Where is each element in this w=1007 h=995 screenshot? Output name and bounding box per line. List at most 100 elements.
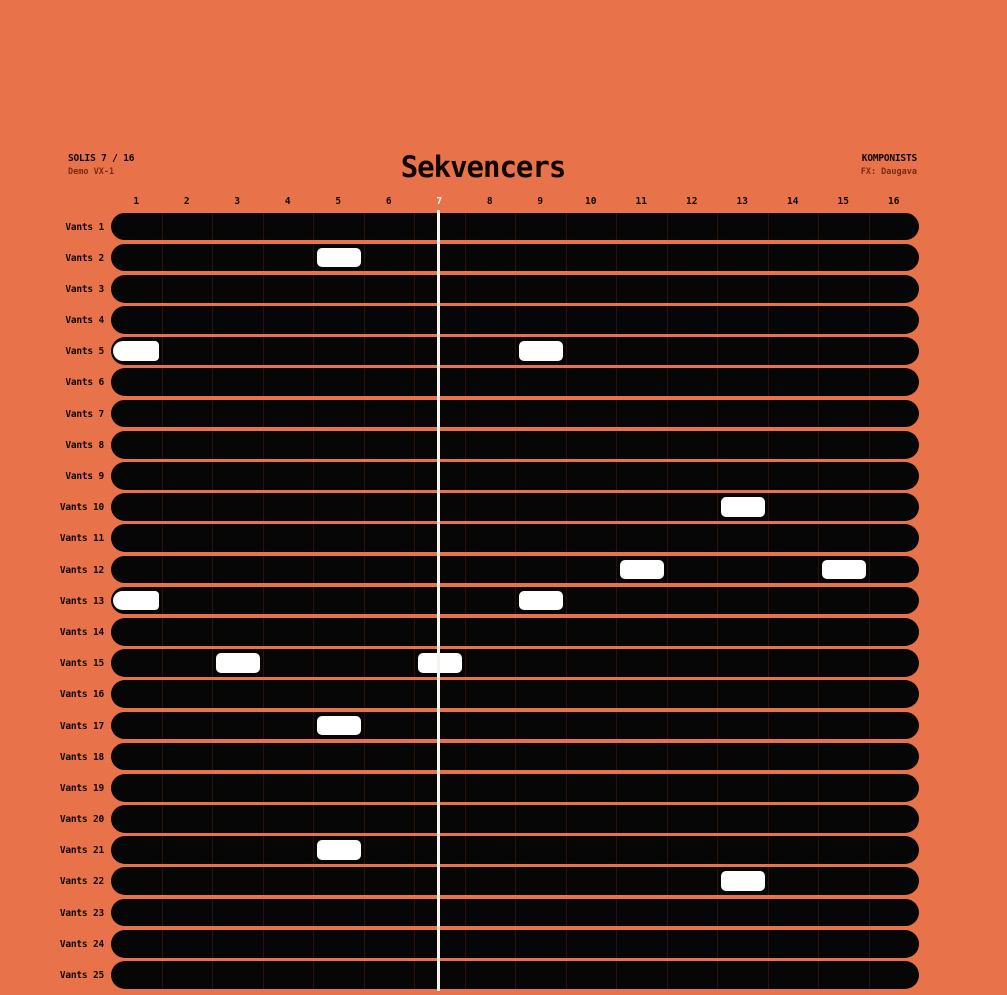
step-cell[interactable]	[414, 836, 465, 864]
step-cell[interactable]	[262, 462, 314, 490]
step-cell[interactable]	[212, 742, 263, 771]
step-cell[interactable]	[767, 306, 819, 334]
step-cell[interactable]	[565, 524, 617, 553]
step-cell[interactable]	[111, 431, 162, 459]
step-cell[interactable]	[818, 555, 869, 584]
step-cell[interactable]	[212, 243, 263, 272]
step-cell[interactable]	[818, 212, 869, 241]
step-cell[interactable]	[515, 898, 566, 927]
step-cell[interactable]	[313, 680, 364, 708]
step-cell[interactable]	[818, 867, 869, 896]
step-cell[interactable]	[161, 212, 213, 241]
step-cell[interactable]	[515, 586, 566, 615]
step-cell[interactable]	[818, 773, 869, 802]
step-cell[interactable]	[161, 867, 213, 896]
step-cell[interactable]	[818, 649, 869, 677]
step-cell[interactable]	[515, 773, 566, 802]
step-cell[interactable]	[565, 212, 617, 241]
step-cell[interactable]	[515, 649, 566, 677]
step-cell[interactable]	[414, 929, 465, 958]
step-cell[interactable]	[616, 742, 667, 771]
step-cell[interactable]	[666, 617, 718, 646]
step-cell[interactable]	[212, 836, 263, 864]
step-cell[interactable]	[515, 337, 566, 365]
step-cell[interactable]	[868, 867, 920, 896]
step-cell[interactable]	[515, 742, 566, 771]
step-cell[interactable]	[818, 337, 869, 365]
step-cell[interactable]	[666, 462, 718, 490]
step-cell[interactable]	[666, 929, 718, 958]
step-cell[interactable]	[767, 649, 819, 677]
step-cell[interactable]	[414, 243, 465, 272]
step-cell[interactable]	[565, 929, 617, 958]
step-cell[interactable]	[212, 961, 263, 989]
step-cell[interactable]	[818, 742, 869, 771]
step-cell[interactable]	[515, 462, 566, 490]
step-cell[interactable]	[212, 773, 263, 802]
step-cell[interactable]	[414, 462, 465, 490]
step-cell[interactable]	[363, 524, 415, 553]
step-cell[interactable]	[212, 649, 263, 677]
active-step-note[interactable]	[518, 341, 563, 361]
step-cell[interactable]	[666, 711, 718, 740]
step-cell[interactable]	[565, 555, 617, 584]
step-cell[interactable]	[363, 586, 415, 615]
step-cell[interactable]	[717, 711, 768, 740]
step-cell[interactable]	[414, 337, 465, 365]
step-cell[interactable]	[565, 805, 617, 833]
step-cell[interactable]	[212, 274, 263, 303]
step-cell[interactable]	[868, 742, 920, 771]
step-cell[interactable]	[767, 929, 819, 958]
step-cell[interactable]	[515, 274, 566, 303]
step-cell[interactable]	[565, 742, 617, 771]
step-cell[interactable]	[414, 773, 465, 802]
step-cell[interactable]	[818, 399, 869, 428]
step-cell[interactable]	[111, 587, 162, 615]
step-cell[interactable]	[616, 524, 667, 553]
step-cell[interactable]	[414, 555, 465, 584]
step-cell[interactable]	[818, 617, 869, 646]
step-cell[interactable]	[262, 368, 314, 397]
step-cell[interactable]	[515, 929, 566, 958]
step-cell[interactable]	[868, 555, 920, 584]
step-cell[interactable]	[818, 961, 869, 989]
step-cell[interactable]	[464, 493, 516, 521]
step-cell[interactable]	[565, 274, 617, 303]
step-cell[interactable]	[767, 742, 819, 771]
step-cell[interactable]	[565, 493, 617, 521]
step-cell[interactable]	[363, 805, 415, 833]
step-cell[interactable]	[262, 836, 314, 864]
active-step-note[interactable]	[619, 559, 664, 580]
step-cell[interactable]	[262, 617, 314, 646]
step-cell[interactable]	[767, 462, 819, 490]
step-cell[interactable]	[515, 617, 566, 646]
step-cell[interactable]	[414, 399, 465, 428]
step-cell[interactable]	[464, 711, 516, 740]
step-cell[interactable]	[767, 524, 819, 553]
step-cell[interactable]	[161, 711, 213, 740]
step-cell[interactable]	[262, 898, 314, 927]
step-cell[interactable]	[565, 836, 617, 864]
step-cell[interactable]	[565, 368, 617, 397]
step-cell[interactable]	[767, 805, 819, 833]
step-cell[interactable]	[414, 617, 465, 646]
step-cell[interactable]	[515, 680, 566, 708]
step-cell[interactable]	[161, 493, 213, 521]
step-cell[interactable]	[262, 680, 314, 708]
step-cell[interactable]	[414, 493, 465, 521]
step-cell[interactable]	[313, 961, 364, 989]
step-cell[interactable]	[363, 961, 415, 989]
step-cell[interactable]	[464, 617, 516, 646]
step-cell[interactable]	[161, 586, 213, 615]
step-cell[interactable]	[616, 368, 667, 397]
step-cell[interactable]	[616, 961, 667, 989]
step-cell[interactable]	[717, 462, 768, 490]
step-cell[interactable]	[161, 274, 213, 303]
step-cell[interactable]	[616, 306, 667, 334]
step-cell[interactable]	[313, 524, 364, 553]
step-cell[interactable]	[464, 929, 516, 958]
step-cell[interactable]	[313, 867, 364, 896]
step-cell[interactable]	[161, 524, 213, 553]
step-cell[interactable]	[111, 712, 162, 740]
step-cell[interactable]	[717, 742, 768, 771]
